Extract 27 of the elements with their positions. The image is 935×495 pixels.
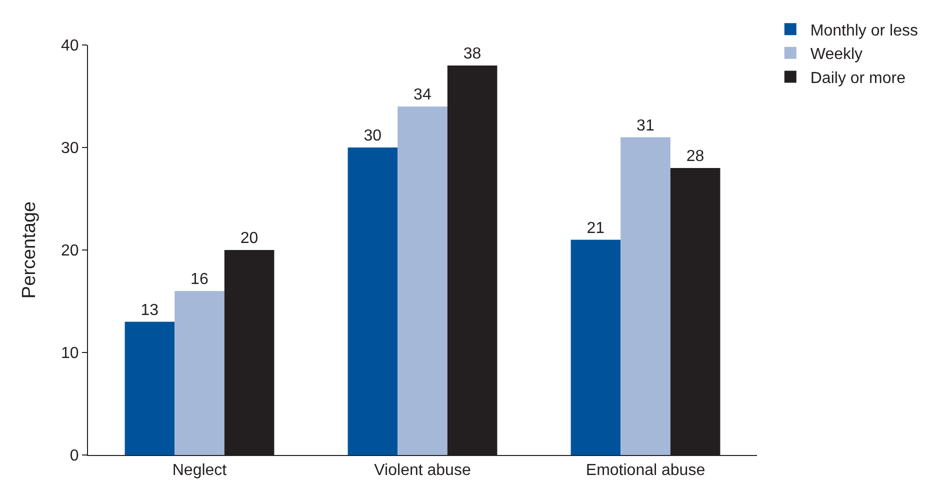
bar [348,148,398,455]
legend-label: Monthly or less [810,22,918,40]
data-label: 20 [240,230,258,247]
data-label: 38 [463,46,482,62]
bar [398,106,448,455]
bar [124,322,175,455]
legend-label: Weekly [810,46,863,64]
data-label: 13 [140,302,159,319]
y-tick-label: 30 [61,140,79,158]
x-tick-label: Neglect [172,462,228,480]
y-tick-label: 10 [61,345,79,362]
data-label: 21 [586,220,605,237]
y-tick-label: 0 [70,448,79,465]
data-label: 16 [190,271,208,288]
data-label: 31 [636,117,654,134]
data-label: 34 [414,86,432,104]
bar [570,240,621,455]
y-axis-title: Percentage [18,201,40,299]
data-label: 28 [686,148,704,165]
data-label: 30 [364,128,382,144]
x-tick-label: Violent abuse [374,462,471,480]
bar [620,137,670,455]
y-tick-label: 20 [61,242,79,260]
bar [174,291,224,455]
legend-label: Daily or more [810,70,906,87]
x-tick-label: Emotional abuse [586,462,706,480]
y-tick-label: 40 [61,38,79,55]
